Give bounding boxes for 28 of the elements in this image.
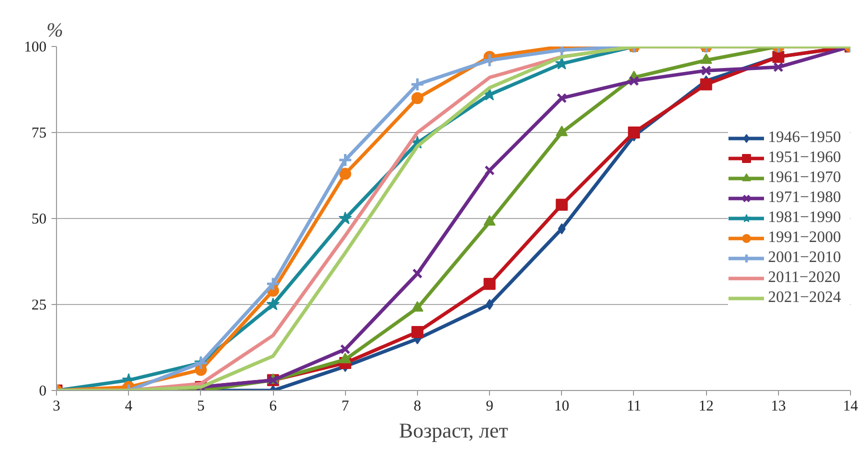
x-tick-label: 9 (486, 398, 494, 414)
legend-label: 2021−2024 (768, 289, 842, 307)
x-tick-label: 3 (52, 398, 60, 414)
x-tick-label: 10 (554, 398, 570, 414)
legend-label: 1981−1990 (768, 209, 842, 227)
x-tick-label: 11 (626, 398, 642, 414)
x-tick-label: 6 (269, 398, 278, 414)
legend-label: 1971−1980 (768, 189, 842, 207)
y-tick-label: 25 (32, 298, 46, 314)
y-axis-title: % (46, 20, 64, 42)
x-tick-label: 4 (124, 398, 133, 414)
legend-label: 1951−1960 (768, 149, 842, 167)
x-tick-label: 8 (414, 398, 422, 414)
x-axis-title: Возраст, лет (398, 418, 508, 442)
x-tick-label: 13 (770, 398, 786, 414)
x-tick-label: 5 (197, 398, 205, 414)
legend-label: 2011−2020 (768, 269, 842, 287)
x-tick-label: 12 (698, 398, 714, 414)
legend-label: 1946−1950 (768, 129, 842, 147)
y-tick-label: 100 (24, 40, 46, 56)
x-tick-label: 7 (341, 398, 350, 414)
legend-label: 2001−2010 (768, 249, 842, 267)
y-tick-label: 75 (32, 126, 46, 142)
y-tick-label: 50 (32, 212, 46, 228)
y-tick-label: 0 (39, 384, 46, 400)
legend-label: 1961−1970 (768, 169, 842, 187)
legend-label: 1991−2000 (768, 229, 842, 247)
x-tick-label: 14 (843, 398, 858, 414)
